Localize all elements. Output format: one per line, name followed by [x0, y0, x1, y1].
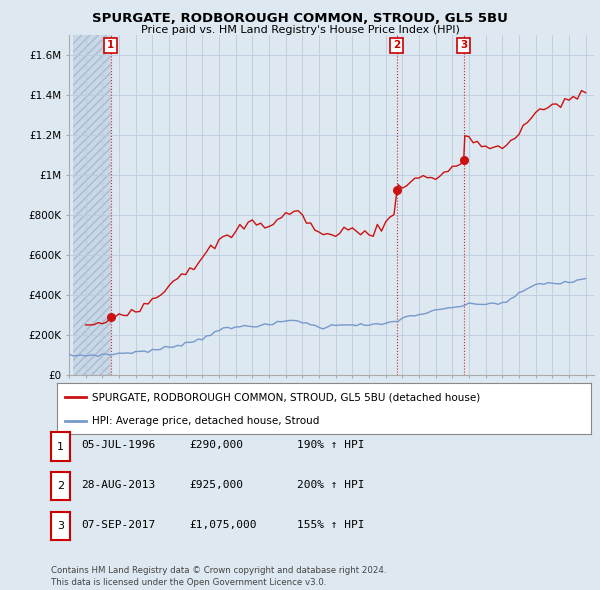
- Text: 3: 3: [57, 521, 64, 530]
- Text: 190% ↑ HPI: 190% ↑ HPI: [297, 441, 365, 450]
- Text: 200% ↑ HPI: 200% ↑ HPI: [297, 480, 365, 490]
- Text: SPURGATE, RODBOROUGH COMMON, STROUD, GL5 5BU: SPURGATE, RODBOROUGH COMMON, STROUD, GL5…: [92, 12, 508, 25]
- Text: 07-SEP-2017: 07-SEP-2017: [81, 520, 155, 529]
- Text: Price paid vs. HM Land Registry's House Price Index (HPI): Price paid vs. HM Land Registry's House …: [140, 25, 460, 35]
- Text: 1: 1: [107, 41, 114, 51]
- Text: 2: 2: [57, 481, 64, 491]
- Text: 05-JUL-1996: 05-JUL-1996: [81, 441, 155, 450]
- Text: £925,000: £925,000: [189, 480, 243, 490]
- Text: 1: 1: [57, 442, 64, 451]
- Text: 3: 3: [460, 41, 467, 51]
- Text: 2: 2: [393, 41, 400, 51]
- Text: £1,075,000: £1,075,000: [189, 520, 257, 529]
- Text: Contains HM Land Registry data © Crown copyright and database right 2024.
This d: Contains HM Land Registry data © Crown c…: [51, 566, 386, 587]
- Bar: [73, 35, 110, 375]
- Text: SPURGATE, RODBOROUGH COMMON, STROUD, GL5 5BU (detached house): SPURGATE, RODBOROUGH COMMON, STROUD, GL5…: [92, 392, 480, 402]
- Text: 155% ↑ HPI: 155% ↑ HPI: [297, 520, 365, 529]
- Text: HPI: Average price, detached house, Stroud: HPI: Average price, detached house, Stro…: [92, 416, 319, 426]
- Text: £290,000: £290,000: [189, 441, 243, 450]
- Text: 28-AUG-2013: 28-AUG-2013: [81, 480, 155, 490]
